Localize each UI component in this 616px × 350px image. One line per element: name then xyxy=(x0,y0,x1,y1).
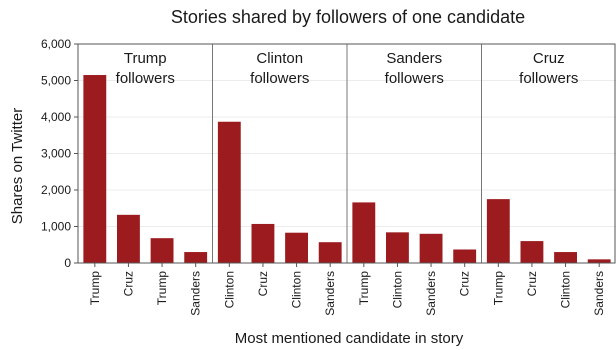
category-label: Cruz xyxy=(458,271,472,296)
bar xyxy=(184,252,208,263)
panel-label: followers xyxy=(250,70,309,87)
bar xyxy=(486,199,510,263)
bar xyxy=(386,232,409,263)
panel-label: Cruz xyxy=(533,50,565,67)
y-tick-label: 2,000 xyxy=(41,183,71,197)
category-labels: Trump Cruz Trump Sanders Clinton Cruz Clinton S… xyxy=(88,263,606,316)
bar xyxy=(520,241,544,263)
category-label: Cruz xyxy=(121,271,135,296)
panel-labels: Trump followers Clinton followers Sanders fol… xyxy=(116,50,579,87)
category-label: Trump xyxy=(357,271,371,306)
category-label: Clinton xyxy=(390,271,404,308)
y-tick-label: 1,000 xyxy=(41,220,71,234)
bar xyxy=(453,249,477,263)
bar xyxy=(352,202,376,263)
category-label: Clinton xyxy=(222,271,236,308)
x-axis-label: Most mentioned candidate in story xyxy=(235,330,464,347)
category-label: Sanders xyxy=(189,271,203,316)
y-tick-label: 5,000 xyxy=(41,74,71,88)
bars xyxy=(83,75,611,264)
y-tick-label: 3,000 xyxy=(41,147,71,161)
category-label: Sanders xyxy=(592,271,606,316)
chart-title: Stories shared by followers of one candi… xyxy=(171,7,525,27)
bar xyxy=(554,252,577,263)
category-label: Cruz xyxy=(525,271,539,296)
bar xyxy=(285,232,308,263)
bar xyxy=(150,238,174,263)
y-ticks: 0 1,000 2,000 3,000 4,000 5,000 6,000 xyxy=(41,37,78,270)
category-label: Trump xyxy=(491,271,505,306)
panel-label: Trump xyxy=(124,50,167,67)
category-label: Trump xyxy=(88,271,102,306)
bar xyxy=(251,223,275,263)
bar xyxy=(117,214,140,263)
category-label: Sanders xyxy=(424,271,438,316)
panel-label: followers xyxy=(385,70,444,87)
category-label: Trump xyxy=(155,271,169,306)
bar xyxy=(83,75,107,264)
panel-label: followers xyxy=(116,70,175,87)
y-axis-label: Shares on Twitter xyxy=(9,108,26,224)
bar xyxy=(587,259,611,263)
category-label: Clinton xyxy=(290,271,304,308)
panel-label: Clinton xyxy=(256,50,303,67)
y-tick-label: 0 xyxy=(64,256,71,270)
category-label: Sanders xyxy=(323,271,337,316)
bar xyxy=(419,233,443,263)
y-tick-label: 6,000 xyxy=(41,37,71,51)
bar xyxy=(217,121,241,264)
bar xyxy=(318,242,342,263)
panel-label: followers xyxy=(519,70,578,87)
category-label: Clinton xyxy=(559,271,573,308)
panel-label: Sanders xyxy=(386,50,442,67)
category-label: Cruz xyxy=(256,271,270,296)
y-tick-label: 4,000 xyxy=(41,110,71,124)
